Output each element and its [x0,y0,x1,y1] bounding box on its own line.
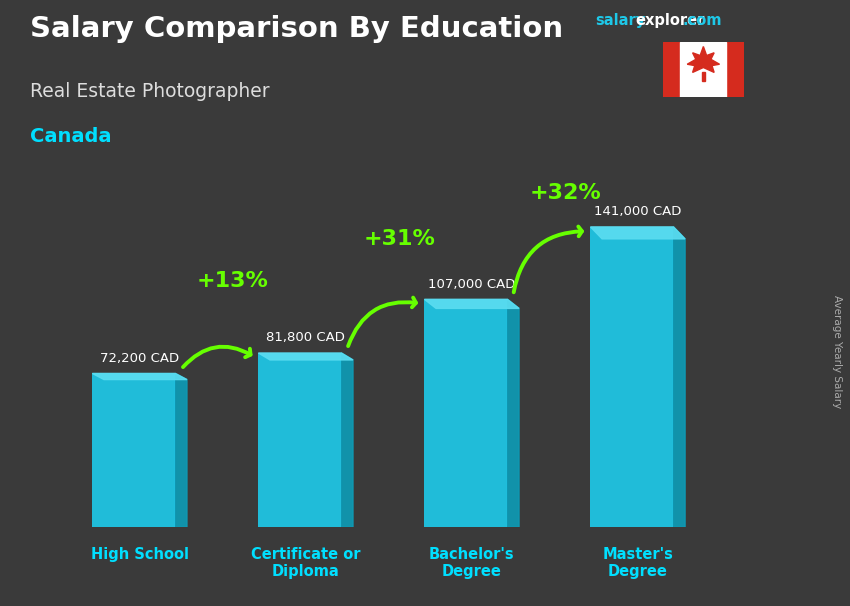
Text: +31%: +31% [363,229,435,249]
Polygon shape [591,227,685,239]
Polygon shape [93,373,187,379]
Text: Master's
Degree: Master's Degree [603,547,673,579]
Text: 81,800 CAD: 81,800 CAD [266,331,345,344]
Bar [681,42,726,97]
Bar [424,299,507,527]
Polygon shape [258,353,353,360]
Text: High School: High School [91,547,189,562]
Text: salary: salary [595,13,645,28]
Text: Canada: Canada [30,127,111,146]
Polygon shape [507,299,519,527]
Text: Salary Comparison By Education: Salary Comparison By Education [30,15,563,43]
Text: Certificate or
Diploma: Certificate or Diploma [251,547,360,579]
Polygon shape [687,47,719,73]
Text: 107,000 CAD: 107,000 CAD [428,278,515,291]
Text: 72,200 CAD: 72,200 CAD [100,352,179,365]
Bar [663,42,681,97]
Text: Bachelor's
Degree: Bachelor's Degree [429,547,514,579]
Text: 141,000 CAD: 141,000 CAD [594,205,682,218]
Text: Average Yearly Salary: Average Yearly Salary [832,295,842,408]
Bar [258,353,342,527]
Text: Real Estate Photographer: Real Estate Photographer [30,82,269,101]
Polygon shape [424,299,519,308]
Bar [726,42,744,97]
Bar [93,373,175,527]
Polygon shape [342,353,353,527]
Bar [702,72,705,81]
Text: +32%: +32% [530,183,601,204]
Polygon shape [673,227,685,527]
Bar [591,227,673,527]
Text: +13%: +13% [197,271,269,291]
Text: .com: .com [683,13,722,28]
Polygon shape [175,373,187,527]
Text: explorer: explorer [636,13,705,28]
